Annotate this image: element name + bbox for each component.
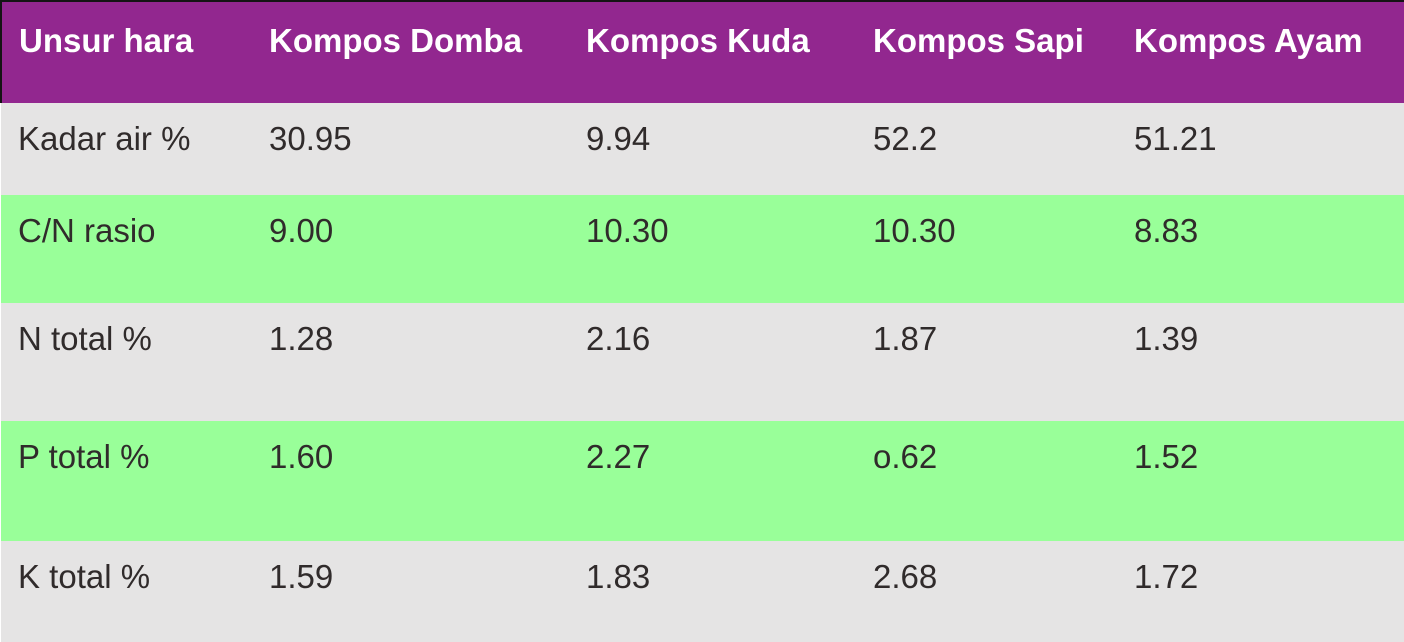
table-cell: 9.94: [569, 103, 856, 195]
table-cell: 10.30: [856, 195, 1117, 303]
table-cell: 1.83: [569, 541, 856, 642]
table-cell: 10.30: [569, 195, 856, 303]
column-header-kompos-sapi: Kompos Sapi: [856, 0, 1117, 103]
table-row-k-total: K total % 1.59 1.83 2.68 1.72: [1, 541, 1404, 642]
table-cell: o.62: [856, 421, 1117, 541]
table-row-n-total: N total % 1.28 2.16 1.87 1.39: [1, 303, 1404, 421]
row-label: P total %: [1, 421, 252, 541]
table-cell: 2.68: [856, 541, 1117, 642]
row-label: K total %: [1, 541, 252, 642]
table-cell: 1.87: [856, 303, 1117, 421]
table-row-kadar-air: Kadar air % 30.95 9.94 52.2 51.21: [1, 103, 1404, 195]
table-cell: 1.28: [252, 303, 569, 421]
row-label: Kadar air %: [1, 103, 252, 195]
table-row-cn-rasio: C/N rasio 9.00 10.30 10.30 8.83: [1, 195, 1404, 303]
table-cell: 8.83: [1117, 195, 1404, 303]
table-cell: 2.27: [569, 421, 856, 541]
table-cell: 1.52: [1117, 421, 1404, 541]
row-label: C/N rasio: [1, 195, 252, 303]
table-cell: 2.16: [569, 303, 856, 421]
table-cell: 1.59: [252, 541, 569, 642]
column-header-kompos-domba: Kompos Domba: [252, 0, 569, 103]
table-cell: 1.60: [252, 421, 569, 541]
column-header-kompos-ayam: Kompos Ayam: [1117, 0, 1404, 103]
table-row-p-total: P total % 1.60 2.27 o.62 1.52: [1, 421, 1404, 541]
row-label: N total %: [1, 303, 252, 421]
table-header-row: Unsur hara Kompos Domba Kompos Kuda Komp…: [0, 0, 1404, 103]
column-header-kompos-kuda: Kompos Kuda: [569, 0, 856, 103]
column-header-unsur-hara: Unsur hara: [0, 0, 252, 103]
table-cell: 1.39: [1117, 303, 1404, 421]
table-cell: 9.00: [252, 195, 569, 303]
table-cell: 52.2: [856, 103, 1117, 195]
table-cell: 30.95: [252, 103, 569, 195]
table-cell: 1.72: [1117, 541, 1404, 642]
table-cell: 51.21: [1117, 103, 1404, 195]
